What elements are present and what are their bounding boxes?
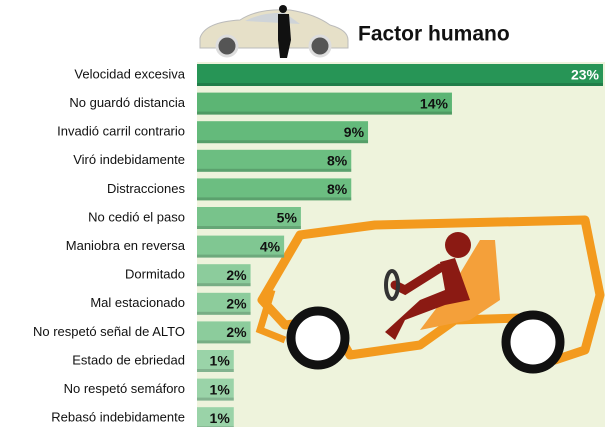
bar-shade bbox=[197, 83, 603, 86]
value-label: 14% bbox=[420, 95, 449, 111]
value-label: 4% bbox=[260, 238, 281, 254]
value-label: 2% bbox=[226, 296, 247, 312]
bar-shade bbox=[197, 112, 452, 115]
bar-shade bbox=[197, 283, 251, 286]
top-car-illustration bbox=[200, 5, 348, 58]
bar-shade bbox=[197, 398, 234, 401]
bar bbox=[197, 93, 452, 115]
value-label: 8% bbox=[327, 181, 348, 197]
bar-shade bbox=[197, 255, 284, 258]
page: Factor humano Velocidad excesiva 23% No gu… bbox=[0, 0, 605, 427]
category-label: No cedió el paso bbox=[88, 209, 185, 224]
bar-shade bbox=[197, 169, 351, 172]
value-label: 1% bbox=[210, 410, 231, 426]
category-label: No guardó distancia bbox=[69, 95, 185, 110]
value-label: 5% bbox=[277, 210, 298, 226]
bar-shade bbox=[197, 140, 368, 143]
value-label: 2% bbox=[226, 267, 247, 283]
category-label: Mal estacionado bbox=[90, 295, 185, 310]
bar bbox=[197, 64, 603, 86]
category-label: Estado de ebriedad bbox=[72, 352, 185, 367]
value-label: 1% bbox=[210, 381, 231, 397]
bar-shade bbox=[197, 340, 251, 343]
chart: Factor humano Velocidad excesiva 23% No gu… bbox=[0, 0, 605, 427]
category-label: Maniobra en reversa bbox=[66, 238, 186, 253]
category-label: Rebasó indebidamente bbox=[51, 410, 185, 425]
category-label: No respetó señal de ALTO bbox=[33, 324, 185, 339]
value-label: 1% bbox=[210, 353, 231, 369]
value-label: 9% bbox=[344, 124, 365, 140]
bar bbox=[197, 121, 368, 143]
bar-shade bbox=[197, 369, 234, 372]
bar-shade bbox=[197, 312, 251, 315]
value-label: 8% bbox=[327, 153, 348, 169]
category-label: No respetó semáforo bbox=[64, 381, 185, 396]
bar-shade bbox=[197, 197, 351, 200]
category-label: Velocidad excesiva bbox=[74, 66, 185, 81]
value-label: 2% bbox=[226, 324, 247, 340]
bar-shade bbox=[197, 226, 301, 229]
category-label: Viró indebidamente bbox=[73, 152, 185, 167]
value-label: 23% bbox=[571, 67, 600, 83]
category-label: Dormitado bbox=[125, 267, 185, 282]
chart-title: Factor humano bbox=[358, 23, 510, 46]
category-label: Invadió carril contrario bbox=[57, 124, 185, 139]
category-label: Distracciones bbox=[107, 181, 186, 196]
